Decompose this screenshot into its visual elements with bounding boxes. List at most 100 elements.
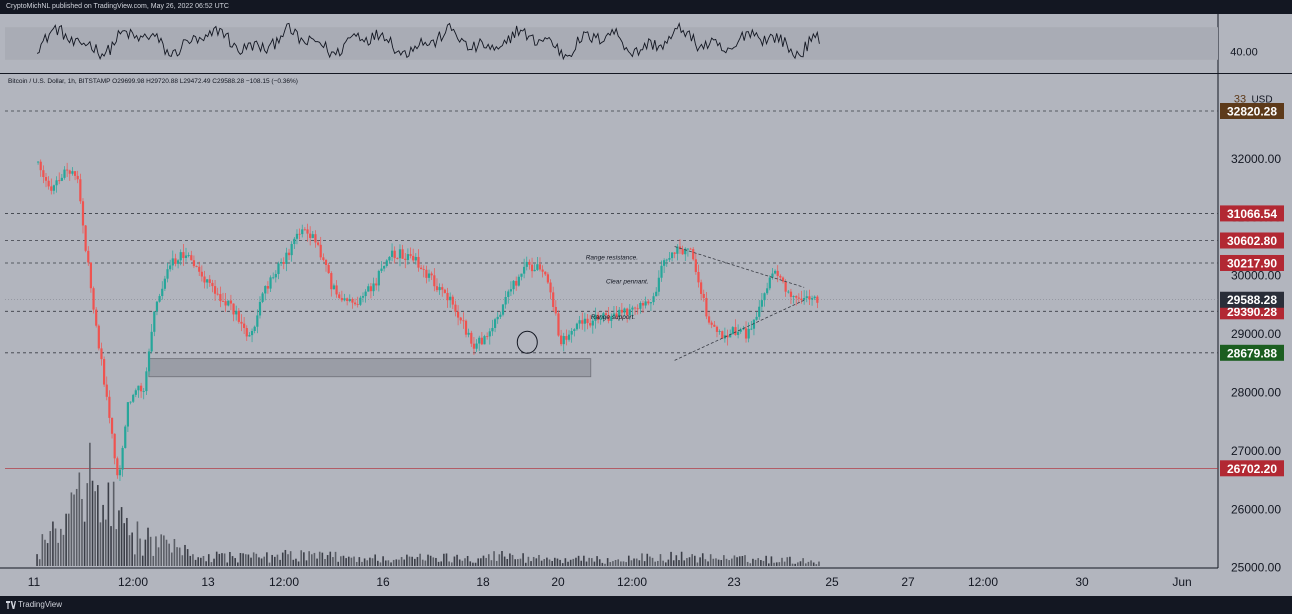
volume-bar <box>530 561 532 566</box>
price-tick-label: 32000.00 <box>1231 152 1281 166</box>
candle-body <box>427 273 431 278</box>
volume-bar <box>67 513 70 566</box>
candle-body <box>612 313 616 317</box>
volume-bar <box>65 513 67 566</box>
volume-bar <box>540 560 543 566</box>
candle-body <box>383 265 386 269</box>
candle-body <box>486 336 489 337</box>
chart-canvas[interactable]: 40.00 Range resistance.Clear pennant.Ran… <box>0 14 1292 596</box>
volume-bar <box>694 555 696 566</box>
volume-bar <box>52 521 54 566</box>
volume-bar <box>54 528 57 566</box>
volume-bar <box>223 553 226 566</box>
candle-body <box>245 328 248 337</box>
volume-bar <box>160 534 163 566</box>
candle-body <box>250 330 254 336</box>
volume-bar <box>292 559 295 566</box>
volume-bar <box>590 558 593 566</box>
volume-bar <box>355 561 358 566</box>
volume-bar <box>379 562 382 566</box>
candle-body <box>739 329 742 332</box>
candle-body <box>393 250 396 259</box>
tradingview-logo-icon <box>6 601 16 609</box>
candle-body <box>652 296 655 303</box>
candle-body <box>422 269 425 270</box>
candle-body <box>332 285 336 290</box>
candles <box>36 159 819 481</box>
candle-body <box>573 329 576 331</box>
volume-bar <box>556 558 559 566</box>
candle-body <box>565 336 568 340</box>
volume-bar <box>194 559 197 566</box>
volume-bar <box>168 543 170 566</box>
volume-bar <box>300 550 303 566</box>
rsi-band <box>5 27 1218 60</box>
candle-body <box>414 256 417 261</box>
time-tick-label: 23 <box>727 575 741 589</box>
candle-body <box>480 337 483 345</box>
time-axis-background <box>0 568 1292 596</box>
candle-body <box>42 170 45 178</box>
candle-body <box>512 280 515 290</box>
volume-bar <box>649 556 651 566</box>
volume-bar <box>746 561 749 566</box>
price-level-label: 30602.80 <box>1227 234 1277 248</box>
candle-body <box>97 325 100 349</box>
volume-bar <box>559 559 561 566</box>
candle-body <box>227 300 230 306</box>
volume-bar <box>670 551 672 566</box>
volume-bar <box>94 491 96 566</box>
volume-bar <box>450 562 453 566</box>
candle-body <box>615 313 618 317</box>
volume-bar <box>176 547 178 566</box>
candle-body <box>401 249 404 259</box>
volume-bar <box>406 554 408 566</box>
candle-body <box>277 263 280 275</box>
publisher-bar: CryptoMichNL published on TradingView.co… <box>0 0 1292 14</box>
time-tick-label: 12:00 <box>617 575 647 589</box>
candle-body <box>155 301 159 312</box>
volume-bar <box>572 558 575 566</box>
candle-body <box>755 316 758 320</box>
candle-body <box>784 281 787 292</box>
candle-body <box>161 288 164 297</box>
candle-body <box>81 201 85 226</box>
currency-label: USD <box>1251 95 1272 106</box>
volume-bar <box>797 562 799 566</box>
candle-body <box>298 233 301 235</box>
volume-bar <box>97 485 99 566</box>
volume-bar <box>49 531 52 566</box>
candle-body <box>420 267 423 270</box>
candle-body <box>747 328 750 339</box>
candle-body <box>39 161 42 171</box>
rsi-tick-label: 40.00 <box>1230 47 1258 59</box>
volume-bar <box>73 494 75 566</box>
volume-bar <box>509 553 511 566</box>
volume-bar <box>321 552 324 566</box>
candle-body <box>256 315 259 327</box>
candle-body <box>322 257 325 260</box>
volume-bar <box>289 551 292 566</box>
candle-body <box>586 318 589 324</box>
volume-bar <box>445 553 448 566</box>
volume-bar <box>403 559 406 566</box>
volume-bar <box>662 560 664 566</box>
candle-body <box>47 180 50 187</box>
symbol-legend: Bitcoin / U.S. Dollar, 1h, BITSTAMP O296… <box>8 78 298 85</box>
candle-body <box>351 299 354 303</box>
volume-bar <box>680 551 683 566</box>
volume-bar <box>789 556 791 566</box>
volume-bar <box>295 558 297 566</box>
volume-bar <box>625 562 627 566</box>
candle-body <box>668 258 671 260</box>
volume-bar <box>112 481 115 566</box>
candle-body <box>499 314 502 317</box>
candle-body <box>153 311 156 332</box>
volume-bar <box>667 559 670 566</box>
candle-body <box>68 170 71 174</box>
volume-bar <box>170 552 173 566</box>
volume-bar <box>173 538 176 566</box>
volume-bar <box>408 556 411 566</box>
volume-bar <box>464 558 466 566</box>
volume-bar <box>369 557 371 566</box>
